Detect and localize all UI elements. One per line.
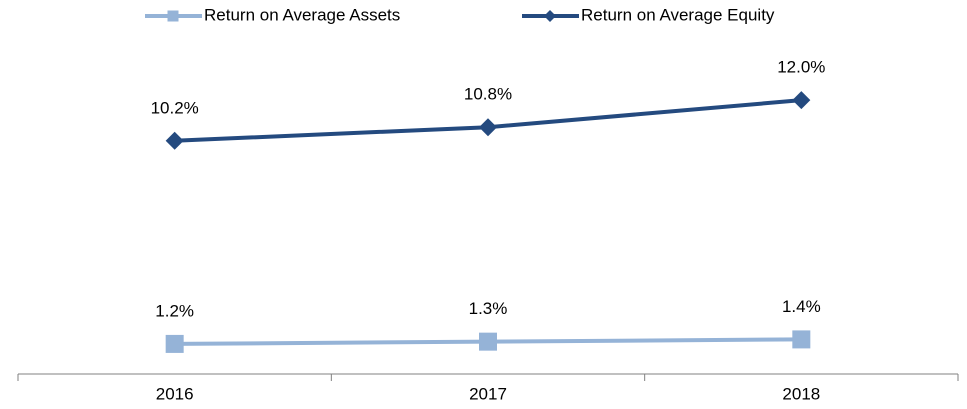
data-label: 10.2%	[151, 98, 199, 117]
marker	[544, 10, 556, 22]
data-label: 12.0%	[777, 58, 825, 77]
legend-label: Return on Average Assets	[204, 5, 400, 24]
data-label: 1.4%	[782, 297, 821, 316]
data-label: 10.8%	[464, 85, 512, 104]
marker	[479, 332, 497, 351]
marker	[479, 118, 497, 137]
marker	[165, 131, 184, 150]
x-tick-label: 2018	[782, 384, 820, 403]
x-tick-label: 2017	[469, 384, 507, 403]
data-label: 1.3%	[469, 299, 508, 318]
x-tick-label: 2016	[156, 384, 194, 403]
marker	[167, 10, 179, 22]
marker	[792, 91, 811, 110]
legend-label: Return on Average Equity	[581, 5, 775, 24]
marker	[165, 334, 184, 353]
data-label: 1.2%	[155, 301, 194, 320]
marker	[792, 330, 811, 349]
